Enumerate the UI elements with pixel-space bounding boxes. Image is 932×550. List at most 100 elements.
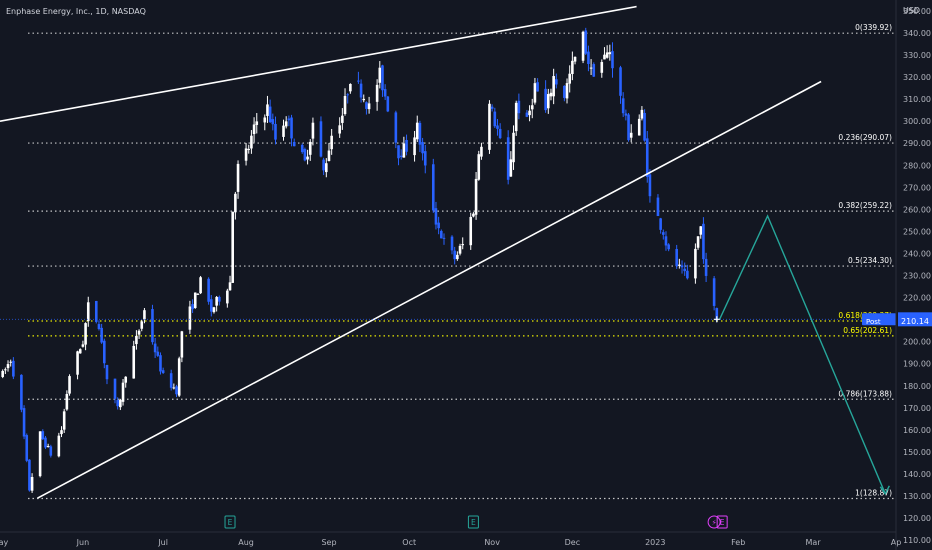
candle-up xyxy=(415,122,419,140)
fib-lines-layer: 0(339.92) 0.236(290.07) 0.382(259.22) 0.5(2… xyxy=(28,23,896,500)
candle-down xyxy=(418,122,422,145)
candle-down xyxy=(405,139,408,152)
candle-down xyxy=(28,459,31,491)
candle-up xyxy=(341,115,344,123)
post-label: Post xyxy=(866,318,881,326)
candle-up xyxy=(306,156,309,160)
candle-up xyxy=(530,105,534,110)
price-badge-box xyxy=(898,312,932,327)
candle-down xyxy=(383,89,387,97)
candle-up xyxy=(699,226,703,235)
candle-up xyxy=(81,344,85,347)
candle-down xyxy=(434,208,438,225)
candle-up xyxy=(84,323,87,345)
candle-down xyxy=(44,437,47,448)
candle-down xyxy=(592,64,596,77)
candle-down xyxy=(587,51,590,64)
candle-down xyxy=(159,355,162,372)
last-price-label: 210.14 xyxy=(901,317,929,326)
candle-down xyxy=(292,141,296,147)
candle-up xyxy=(38,431,42,477)
candle-down xyxy=(22,408,26,437)
candle-down xyxy=(656,197,660,217)
candle-up xyxy=(413,137,416,156)
candle-up xyxy=(266,104,269,116)
projection-arrowhead xyxy=(879,485,890,496)
price-axis[interactable]: USD 110.00 120.00 130.00 140.00 150.00 160.00… xyxy=(903,6,931,545)
time-tick-label: Sep xyxy=(321,538,336,547)
candle-up xyxy=(250,135,253,149)
time-tick-label: Mar xyxy=(806,538,822,547)
event-glyph: E xyxy=(471,518,476,527)
time-tick-label: Oct xyxy=(402,538,416,547)
candle-up xyxy=(514,102,518,132)
price-tick-label: 220.00 xyxy=(903,294,931,303)
price-tick-label: 190.00 xyxy=(903,360,931,369)
candle-down xyxy=(290,117,293,139)
candle-down xyxy=(346,94,350,96)
candle-up xyxy=(603,54,606,60)
candle-up xyxy=(338,125,341,134)
event-glyph: E xyxy=(228,518,233,527)
candle-down xyxy=(506,137,510,180)
candle-down xyxy=(619,67,622,96)
candle-down xyxy=(712,278,716,306)
candle-up xyxy=(212,307,216,313)
candle-up xyxy=(600,62,604,73)
candle-up xyxy=(533,83,537,103)
candle-down xyxy=(20,374,23,410)
price-tick-label: 260.00 xyxy=(903,205,931,214)
candle-down xyxy=(611,51,614,69)
candle-up xyxy=(247,148,251,150)
candle-up xyxy=(76,351,79,375)
candle-up xyxy=(605,52,609,58)
candle-down xyxy=(97,324,101,330)
price-tick-label: 180.00 xyxy=(903,382,931,391)
candle-down xyxy=(680,265,684,268)
candle-up xyxy=(367,103,371,110)
candle-down xyxy=(563,85,566,98)
price-tick-label: 250.00 xyxy=(903,227,931,236)
candle-up xyxy=(608,52,612,55)
candle-down xyxy=(49,446,53,456)
candle-up xyxy=(571,60,574,75)
candle-down xyxy=(442,237,446,239)
candle-down xyxy=(156,351,160,356)
candle-up xyxy=(57,435,61,457)
candle-up xyxy=(121,382,125,402)
candle-up xyxy=(180,331,184,358)
candle-down xyxy=(536,82,539,92)
time-tick-label: Aug xyxy=(238,538,254,547)
price-tick-label: 320.00 xyxy=(903,73,931,82)
projection-layer xyxy=(0,214,896,496)
candle-down xyxy=(423,151,427,166)
candle-up xyxy=(308,141,312,155)
candle-up xyxy=(325,163,328,173)
candle-up xyxy=(456,254,459,260)
time-tick-label: Nov xyxy=(484,538,500,547)
fib-level-label: 0.382(259.22) xyxy=(838,201,892,210)
candle-up xyxy=(469,216,473,246)
candle-down xyxy=(25,435,29,461)
candle-up xyxy=(349,83,352,92)
candle-up xyxy=(282,125,285,137)
price-badge: Post 210.14 xyxy=(862,312,932,327)
candle-up xyxy=(124,376,128,383)
price-tick-label: 280.00 xyxy=(903,161,931,170)
candle-up xyxy=(458,245,462,254)
candle-down xyxy=(493,111,497,127)
candle-up xyxy=(637,118,641,136)
candle-down xyxy=(153,343,157,353)
candle-up xyxy=(68,376,71,394)
time-tick-label: Dec xyxy=(565,538,580,547)
candle-up xyxy=(694,248,697,279)
candle-down xyxy=(359,83,363,98)
candle-up xyxy=(640,109,644,119)
candle-down xyxy=(207,278,210,302)
projection-path xyxy=(718,214,886,495)
candle-down xyxy=(357,80,360,82)
time-axis[interactable]: MayJunJulAugSepOctNovDec2023FebMarAp xyxy=(0,538,901,547)
candle-down xyxy=(624,113,628,116)
candle-up xyxy=(226,290,229,304)
